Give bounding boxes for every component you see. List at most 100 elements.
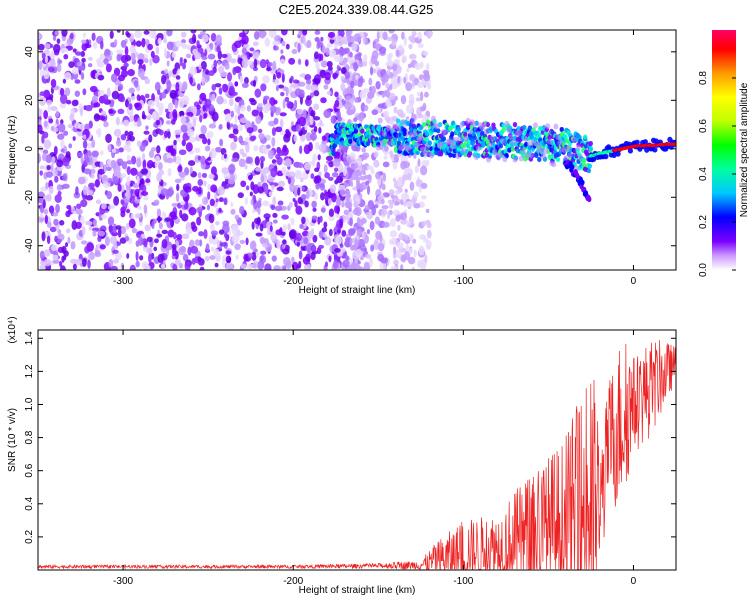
spectrogram-noise-cell xyxy=(359,75,364,84)
spectrogram-signal-cell xyxy=(529,133,535,140)
spectrogram-noise-cell xyxy=(215,198,219,203)
spectrogram-noise-cell xyxy=(122,119,130,127)
spectrogram-noise-cell xyxy=(59,87,65,97)
spectrogram-noise-cell xyxy=(194,147,201,154)
spectrogram-noise-cell xyxy=(357,52,362,58)
spectrogram-noise-cell xyxy=(52,35,57,41)
spectrogram-noise-cell xyxy=(38,60,43,71)
spectrogram-noise-cell xyxy=(290,217,295,226)
spectrogram-noise-cell xyxy=(318,127,322,134)
spectrogram-noise-cell xyxy=(243,253,249,262)
spectrogram-noise-cell xyxy=(111,148,117,153)
spectrogram-noise-cell xyxy=(262,75,270,84)
spectrogram-noise-cell xyxy=(247,60,253,66)
spectrogram-noise-cell xyxy=(125,184,132,193)
spectrogram-noise-cell xyxy=(196,207,204,212)
snr-x-axis-label: Height of straight line (km) xyxy=(299,585,416,596)
spectrogram-noise-cell xyxy=(324,172,330,179)
spectrogram-noise-cell xyxy=(297,42,301,53)
spectrogram-signal-cell xyxy=(577,134,582,140)
spectrogram-signal-cell xyxy=(451,152,457,158)
spectrogram-noise-cell xyxy=(297,58,302,65)
spectrogram-noise-cell xyxy=(165,108,169,113)
spectrogram-noise-cell xyxy=(403,201,407,207)
spectrogram-noise-cell xyxy=(416,91,421,97)
spectrogram-noise-cell xyxy=(353,201,359,208)
spectrogram-noise-cell xyxy=(364,204,370,210)
spectrogram-noise-cell xyxy=(273,45,279,51)
spectrogram-signal-cell xyxy=(476,131,481,137)
spectrogram-noise-cell xyxy=(62,173,68,182)
spectrogram-noise-cell xyxy=(157,89,161,95)
spectrogram-noise-cell xyxy=(411,31,417,37)
spectrogram-noise-cell xyxy=(110,265,118,270)
snr-y-axis-label: SNR (10 * v/v) xyxy=(7,408,18,472)
spectrogram-noise-cell xyxy=(151,93,155,103)
spectrogram-noise-cell xyxy=(392,252,397,259)
spectrogram-halo-cell xyxy=(459,121,465,128)
spectrogram-noise-cell xyxy=(246,105,251,112)
spectrogram-noise-cell xyxy=(287,223,291,231)
spectrogram-halo-cell xyxy=(577,154,583,161)
spectrogram-noise-cell xyxy=(54,175,59,183)
colorbar-tick-label: 0.2 xyxy=(698,215,709,229)
spectrogram-noise-cell xyxy=(227,164,236,174)
spectrogram-noise-cell xyxy=(45,171,53,178)
spectrogram-noise-cell xyxy=(174,258,181,266)
spectrogram-noise-cell xyxy=(87,259,91,269)
spectrogram-noise-cell xyxy=(216,95,224,105)
spectrogram-noise-cell xyxy=(425,208,430,213)
spectrogram-noise-cell xyxy=(304,59,309,67)
spectrogram-noise-cell xyxy=(299,96,303,105)
spectrogram-noise-cell xyxy=(71,99,79,107)
spectrogram-noise-cell xyxy=(124,45,129,56)
spectrogram-signal-cell xyxy=(588,145,593,151)
spectrogram-tail-cell xyxy=(570,164,575,170)
spectrogram-noise-cell xyxy=(408,43,413,50)
spectrogram-noise-cell xyxy=(278,84,285,89)
spectrogram-noise-cell xyxy=(231,233,240,244)
spectrogram-halo-cell xyxy=(481,121,487,128)
spectrogram-noise-cell xyxy=(125,208,131,214)
spectrogram-noise-cell xyxy=(346,30,351,35)
spectrogram-noise-cell xyxy=(218,229,225,235)
spectrogram-noise-cell xyxy=(343,57,348,63)
spectrogram-noise-cell xyxy=(302,256,311,265)
spectrogram-noise-cell xyxy=(346,86,353,94)
spectrogram-noise-cell xyxy=(389,217,396,228)
spectrogram-noise-cell xyxy=(68,61,75,69)
spectrogram-noise-cell xyxy=(272,60,277,71)
spectrogram-halo-cell xyxy=(408,131,414,138)
spectrogram-noise-cell xyxy=(124,130,129,136)
spectrogram-noise-cell xyxy=(74,90,81,97)
spectrogram-noise-cell xyxy=(194,51,202,60)
spectrogram-noise-cell xyxy=(251,109,259,117)
spectrogram-halo-cell xyxy=(486,156,492,163)
spectrogram-noise-cell xyxy=(300,194,307,200)
spectrogram-noise-cell xyxy=(178,149,187,156)
spectrogram-noise-cell xyxy=(337,116,343,122)
spectrogram-noise-cell xyxy=(79,107,84,117)
spectrogram-band-edge xyxy=(652,146,658,153)
spectrogram-noise-cell xyxy=(156,208,162,219)
spectrogram-noise-cell xyxy=(62,157,70,167)
spectrogram-signal-cell xyxy=(537,131,542,138)
spectrogram-noise-cell xyxy=(335,35,343,43)
spectrogram-noise-cell xyxy=(228,85,235,94)
spectrogram-noise-cell xyxy=(381,205,389,210)
spectrogram-noise-cell xyxy=(43,249,51,257)
spectrogram-halo-cell xyxy=(414,141,420,148)
spectrogram-noise-cell xyxy=(185,53,192,59)
spectrogram-noise-cell xyxy=(182,253,189,262)
spectrogram-noise-cell xyxy=(320,97,327,104)
y-tick-label: -20 xyxy=(24,190,35,205)
spectrogram-noise-cell xyxy=(333,167,339,172)
spectrogram-noise-cell xyxy=(377,253,385,262)
spectrogram-noise-cell xyxy=(332,72,339,79)
spectrogram-noise-cell xyxy=(191,225,198,233)
spectrogram-noise-cell xyxy=(392,160,398,170)
spectrogram-halo-cell xyxy=(396,125,402,132)
spectrogram-noise-cell xyxy=(70,258,78,264)
spectrogram-noise-cell xyxy=(131,52,136,62)
spectrogram-noise-cell xyxy=(300,244,306,252)
